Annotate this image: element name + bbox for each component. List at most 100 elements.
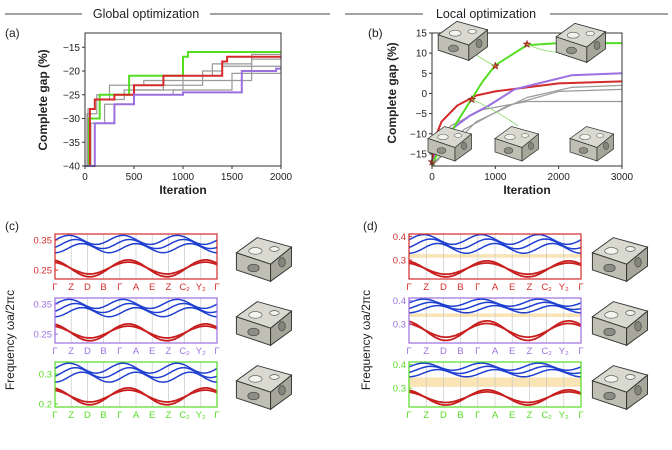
thumb-b-1-hole-3 [448,44,459,53]
kpoint-label-d-0: Γ [578,282,583,293]
kpoint-label-d-0: Z [526,282,532,293]
kpoint-label-c-2: B [100,410,106,421]
thumb-c-2-hole-4 [278,385,286,396]
kpoint-label-c-1: Z [165,346,171,357]
pointer-arrow-b-2 [471,99,519,127]
kpoint-label-d-2: C₂ [541,410,552,421]
x-tick-label-a: 0 [82,172,88,183]
y-tick-label-a: −40 [63,162,80,173]
band-upper-c-2-0 [54,371,218,383]
band-upper-d-2-2 [408,362,582,371]
band-ytick-label-c-2: 0.3 [39,370,52,381]
kpoint-label-d-1: Z [423,346,429,357]
band-frame-d-1 [408,297,582,344]
kpoint-label-d-2: D [440,410,447,421]
thumb-d-1-hole-2 [625,310,636,316]
header-global: Global optimization [93,7,199,21]
kpoint-label-c-0: A [133,282,140,293]
kpoint-label-c-1: A [133,346,140,357]
kpoint-label-d-2: Z [526,410,532,421]
kpoint-label-c-2: C₂ [179,410,190,421]
kpoint-label-c-1: C₂ [179,346,190,357]
y-tick-label-b: 15 [416,29,428,40]
kpoint-label-d-1: Γ [475,346,480,357]
header-local: Local optimization [436,7,536,21]
band-upper-c-2-1 [54,366,218,379]
ylabel-b: Complete gap (%) [385,42,399,143]
thumb-c-0-hole-1 [248,247,263,255]
band-ytick-label-c-1: 0.25 [34,330,53,341]
thumb-b-1-hole-4 [475,38,483,48]
ylabel-a: Complete gap (%) [36,49,50,150]
band-upper-d-1-0 [409,304,581,314]
kpoint-label-d-0: C₂ [541,282,552,293]
thumb-b-5-hole-1 [579,134,591,140]
band-ytick-label-d-1: 0.4 [393,296,406,307]
thumb-c-1 [235,301,293,347]
kpoint-label-d-2: B [457,410,463,421]
thumb-c-0 [235,237,293,283]
kpoint-label-d-0: E [509,282,515,293]
thumb-b-5-hole-3 [578,147,589,154]
kpoint-label-c-1: Γ [52,346,57,357]
y-tick-label-a: −20 [63,67,80,78]
kpoint-label-c-1: Y₂ [196,346,206,357]
y-tick-label-b: −15 [410,149,427,160]
panel-label-b: (b) [368,26,383,40]
band-upper-d-0-2 [408,233,582,246]
kpoint-label-d-2: E [509,410,515,421]
band-upper-d-2-1 [408,365,582,375]
x-tick-label-b: 1000 [484,172,507,183]
thumb-c-1-hole-4 [278,321,286,332]
thumb-b-1-hole-2 [467,29,477,34]
kpoint-label-d-1: D [440,346,447,357]
kpoint-label-c-2: Γ [117,410,122,421]
thumb-b-2-hole-2 [585,31,595,36]
band-upper-c-1-2 [54,298,218,310]
band-lower-c-0-1 [54,261,218,275]
kpoint-label-c-1: Γ [117,346,122,357]
y-tick-label-b: −5 [416,109,428,120]
thumb-b-2-hole-4 [593,40,601,50]
y-tick-label-a: −15 [63,43,80,54]
thumb-c-1-hole-2 [269,310,280,316]
thumb-b-1 [437,20,489,62]
x-tick-label-a: 1500 [221,172,244,183]
band-ytick-label-d-2: 0.3 [393,384,406,395]
y-tick-label-a: −30 [63,114,80,125]
thumb-b-4-hole-3 [503,147,514,154]
x-tick-label-a: 500 [126,172,143,183]
kpoint-label-c-1: B [100,346,106,357]
thumb-d-0 [591,237,649,283]
thumb-c-2-hole-3 [247,391,260,401]
thumb-b-4-hole-1 [504,134,516,140]
thumb-d-2-hole-4 [634,385,642,396]
gap-shading-layer [70,234,581,407]
band-upper-d-1-2 [408,298,582,307]
kpoint-label-c-0: Z [68,282,74,293]
thumb-c-0-hole-4 [278,257,286,268]
band-frame-d-0 [408,233,582,280]
band-lower-d-2-1 [408,391,582,404]
thumb-b-2-hole-3 [566,46,577,55]
band-ytick-label-d-1: 0.3 [393,320,406,331]
x-tick-label-b: 2000 [548,172,571,183]
thumb-c-0-hole-3 [247,263,260,273]
ylabel-d: Frequency ωa/2πc [359,290,373,390]
kpoint-label-c-2: Y₂ [196,410,206,421]
thumb-d-0-hole-1 [604,247,619,255]
kpoint-label-d-0: Z [423,282,429,293]
kpoint-label-d-1: Z [526,346,532,357]
x-tick-label-a: 2000 [270,172,293,183]
kpoint-label-d-2: Z [423,410,429,421]
thumb-d-0-hole-3 [603,263,616,273]
panel-label-c: (c) [5,219,19,233]
xlabel-b: Iteration [503,183,550,197]
kpoint-label-c-1: D [84,346,91,357]
band-upper-d-0-0 [409,242,581,254]
kpoint-label-d-0: B [457,282,463,293]
band-upper-c-1-0 [54,306,218,318]
ylabel-c: Frequency ωa/2πc [3,290,17,390]
thumb-c-0-hole-2 [269,246,280,252]
